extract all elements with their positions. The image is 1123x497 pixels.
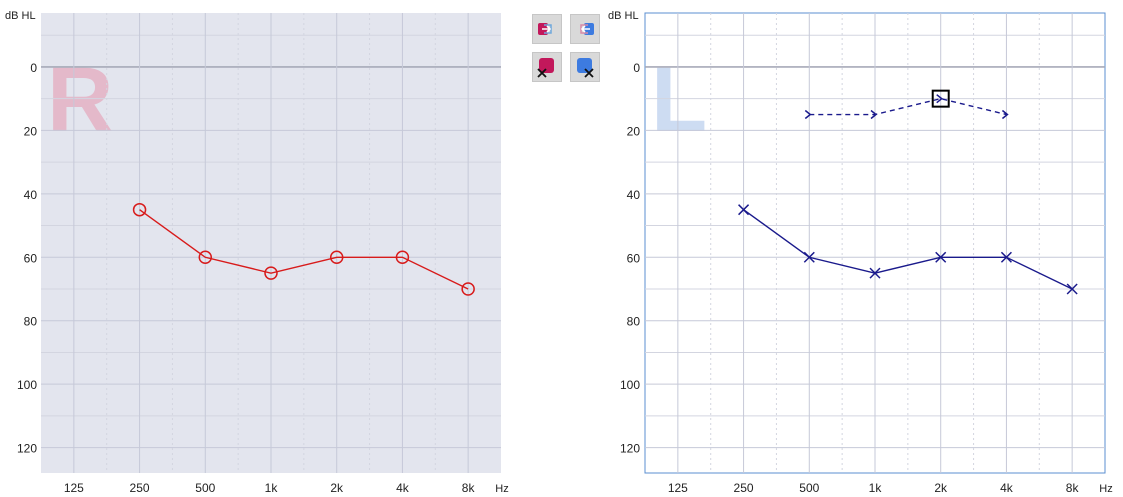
ear-letter: L [651, 49, 707, 151]
x-tick-label: 4k [396, 481, 410, 495]
data-point-x [869, 267, 881, 279]
y-axis-unit-label: dB HL [608, 10, 639, 22]
y-tick-label: 120 [17, 442, 37, 456]
series-line [809, 97, 1007, 116]
data-point-bone-conduction [936, 94, 943, 104]
y-tick-label: 20 [627, 124, 641, 138]
x-tick-label: 8k [1066, 481, 1080, 495]
y-tick-label: 60 [24, 251, 38, 265]
x-axis-unit-label: Hz [1099, 483, 1112, 495]
data-point-circle [198, 250, 213, 265]
data-point-circle [461, 282, 475, 296]
data-point-bone-conduction [870, 109, 878, 120]
x-axis-unit-label: Hz [495, 483, 508, 495]
data-point-circle [395, 250, 410, 265]
data-point-bone-conduction [1001, 109, 1009, 120]
data-point-x [738, 204, 750, 216]
x-tick-label: 125 [64, 481, 84, 495]
data-point-circle [132, 202, 147, 217]
x-tick-label: 2k [330, 481, 344, 495]
y-tick-label: 40 [627, 188, 641, 202]
x-tick-label: 8k [462, 481, 476, 495]
x-tick-label: 250 [130, 481, 150, 495]
data-point-circle [264, 266, 278, 280]
data-point-circle [329, 250, 344, 265]
copy-to-right-icon [538, 23, 552, 35]
x-tick-label: 1k [265, 481, 279, 495]
series-line [743, 209, 1073, 290]
y-tick-label: 80 [24, 315, 38, 329]
x-tick-label: 250 [734, 481, 754, 495]
x-tick-label: 2k [934, 481, 948, 495]
data-point-x [1066, 283, 1078, 295]
copy-to-left-icon [580, 23, 594, 35]
data-point-x [803, 251, 815, 263]
copy-to-left-button[interactable] [570, 14, 600, 44]
x-tick-label: 125 [668, 481, 688, 495]
y-tick-label: 100 [17, 378, 37, 392]
clear-left-icon [577, 58, 594, 78]
y-tick-label: 60 [627, 251, 641, 265]
data-point-masked-square [931, 89, 950, 108]
right-ear-audiogram[interactable]: R0 20 40 60 80 100 120 dB HL 125 250 500 1k 2k 4k 8k Hz [0, 0, 520, 497]
y-axis-unit-label: dB HL [5, 10, 36, 22]
clear-left-button[interactable] [570, 52, 600, 82]
data-point-x [935, 251, 947, 263]
y-tick-label: 80 [627, 315, 641, 329]
y-tick-label: 20 [24, 124, 38, 138]
ear-letter: R [47, 49, 113, 151]
data-point-x [1000, 251, 1012, 263]
y-tick-label: 100 [620, 378, 640, 392]
data-point-bone-conduction [804, 109, 812, 120]
y-tick-label: 0 [30, 61, 37, 75]
clear-right-icon [537, 58, 554, 78]
copy-to-right-button[interactable] [532, 14, 562, 44]
y-tick-label: 0 [633, 61, 640, 75]
left-ear-audiogram[interactable]: L0 20 40 60 80 100 120 dB HL 125 250 500 1k 2k 4k 8k Hz [605, 0, 1123, 497]
x-tick-label: 500 [195, 481, 215, 495]
x-tick-label: 4k [1000, 481, 1014, 495]
series-line [139, 209, 469, 290]
y-tick-label: 120 [620, 442, 640, 456]
x-tick-label: 1k [869, 481, 883, 495]
x-tick-label: 500 [799, 481, 819, 495]
clear-right-button[interactable] [532, 52, 562, 82]
y-tick-label: 40 [24, 188, 38, 202]
